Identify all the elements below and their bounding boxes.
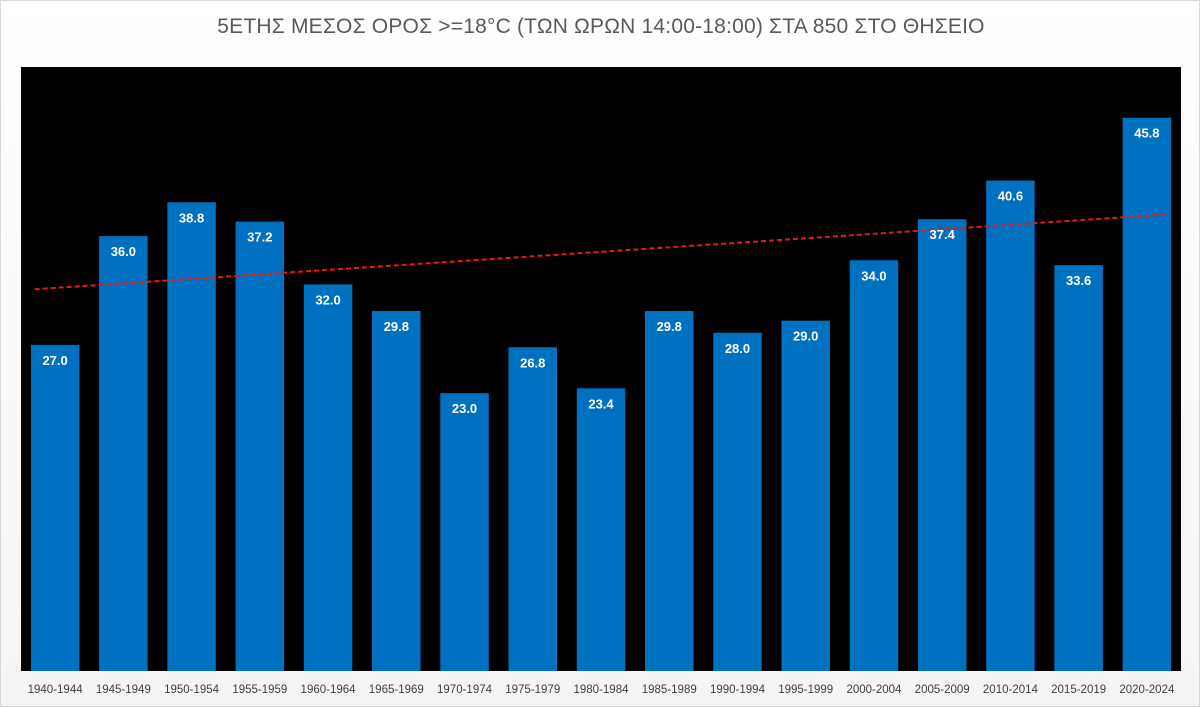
bar: [508, 347, 558, 671]
chart-title: 5ΕΤΗΣ ΜΕΣΟΣ ΟΡΟΣ >=18°C (ΤΩΝ ΩΡΩΝ 14:00-…: [217, 15, 985, 38]
data-label: 28.0: [725, 341, 750, 356]
x-tick-label: 1970-1974: [437, 684, 493, 696]
x-tick-label: 1955-1959: [232, 684, 287, 696]
data-label: 34.0: [861, 268, 886, 283]
x-tick-label: 1945-1949: [96, 684, 151, 696]
bar: [30, 344, 80, 671]
bar: [99, 236, 148, 671]
x-tick-label: 1995-1999: [778, 684, 833, 696]
x-tick-label: 1975-1979: [505, 684, 560, 696]
x-tick-label: 1965-1969: [369, 684, 424, 696]
x-tick-label: 1950-1954: [164, 684, 220, 696]
bar: [440, 393, 489, 671]
trendline: [34, 213, 1168, 291]
bar: [167, 202, 216, 672]
data-label: 29.8: [384, 319, 409, 334]
bar: [372, 311, 421, 671]
data-label: 45.8: [1134, 126, 1159, 141]
data-label: 29.0: [793, 329, 818, 344]
bar: [303, 284, 353, 671]
x-tick-label: 2015-2019: [1051, 684, 1106, 696]
data-label: 38.8: [179, 210, 204, 225]
x-tick-label: 2010-2014: [983, 684, 1039, 696]
bar: [1122, 117, 1172, 672]
x-tick-label: 1990-1994: [710, 684, 766, 696]
x-tick-label: 2020-2024: [1119, 684, 1175, 696]
x-tick-label: 2000-2004: [846, 684, 902, 696]
x-tick-label: 2005-2009: [915, 684, 970, 696]
data-label: 37.2: [247, 230, 272, 245]
bar: [713, 332, 762, 671]
bar: [644, 311, 694, 671]
x-tick-label: 1980-1984: [574, 684, 630, 696]
data-label: 23.0: [452, 401, 477, 416]
bar: [917, 219, 967, 671]
data-label: 37.4: [930, 227, 956, 242]
x-tick-label: 1940-1944: [28, 684, 84, 696]
data-label: 29.8: [657, 319, 682, 334]
bar: [986, 180, 1035, 672]
bar: [235, 221, 285, 671]
bar: [1054, 265, 1103, 671]
bar: [781, 320, 830, 671]
data-label: 32.0: [315, 292, 340, 307]
data-label: 23.4: [588, 396, 614, 411]
data-label: 40.6: [998, 189, 1023, 204]
data-label: 26.8: [520, 355, 545, 370]
bar: [576, 388, 626, 671]
data-label: 27.0: [42, 353, 67, 368]
data-label: 36.0: [111, 244, 136, 259]
bar: [849, 260, 899, 671]
x-tick-label: 1960-1964: [301, 684, 357, 696]
x-tick-label: 1985-1989: [642, 684, 697, 696]
data-label: 33.6: [1066, 273, 1091, 288]
